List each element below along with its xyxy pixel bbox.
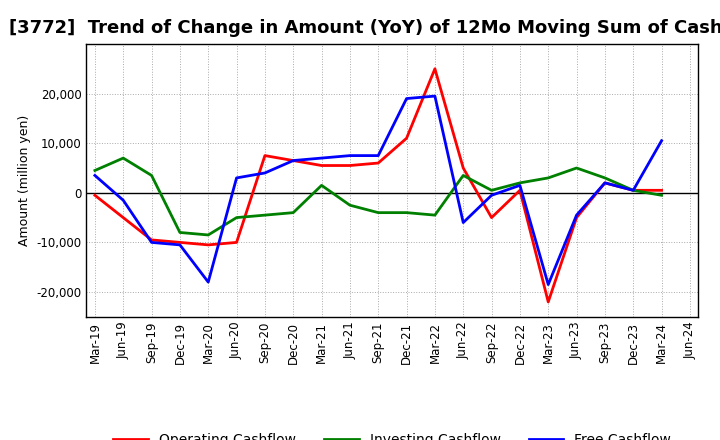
Free Cashflow xyxy=(374,153,382,158)
Operating Cashflow xyxy=(91,193,99,198)
Free Cashflow xyxy=(459,220,467,225)
Free Cashflow xyxy=(91,173,99,178)
Operating Cashflow xyxy=(261,153,269,158)
Operating Cashflow xyxy=(487,215,496,220)
Free Cashflow xyxy=(289,158,297,163)
Investing Cashflow xyxy=(289,210,297,215)
Operating Cashflow xyxy=(233,240,241,245)
Investing Cashflow xyxy=(91,168,99,173)
Operating Cashflow xyxy=(572,215,581,220)
Free Cashflow xyxy=(572,213,581,218)
Investing Cashflow xyxy=(374,210,382,215)
Investing Cashflow xyxy=(487,188,496,193)
Operating Cashflow xyxy=(657,188,666,193)
Free Cashflow xyxy=(346,153,354,158)
Operating Cashflow xyxy=(176,240,184,245)
Investing Cashflow xyxy=(402,210,411,215)
Investing Cashflow xyxy=(516,180,524,186)
Investing Cashflow xyxy=(459,173,467,178)
Operating Cashflow xyxy=(402,136,411,141)
Operating Cashflow xyxy=(544,299,552,304)
Operating Cashflow xyxy=(119,215,127,220)
Investing Cashflow xyxy=(119,155,127,161)
Free Cashflow xyxy=(516,183,524,188)
Investing Cashflow xyxy=(544,175,552,180)
Investing Cashflow xyxy=(657,193,666,198)
Operating Cashflow xyxy=(148,237,156,242)
Legend: Operating Cashflow, Investing Cashflow, Free Cashflow: Operating Cashflow, Investing Cashflow, … xyxy=(108,427,677,440)
Line: Operating Cashflow: Operating Cashflow xyxy=(95,69,662,302)
Investing Cashflow xyxy=(431,213,439,218)
Free Cashflow xyxy=(318,155,326,161)
Free Cashflow xyxy=(544,282,552,287)
Free Cashflow xyxy=(233,175,241,180)
Investing Cashflow xyxy=(204,232,212,238)
Free Cashflow xyxy=(119,198,127,203)
Free Cashflow xyxy=(657,138,666,143)
Investing Cashflow xyxy=(629,188,637,193)
Line: Investing Cashflow: Investing Cashflow xyxy=(95,158,662,235)
Investing Cashflow xyxy=(346,202,354,208)
Free Cashflow xyxy=(600,180,609,186)
Investing Cashflow xyxy=(572,165,581,171)
Operating Cashflow xyxy=(516,188,524,193)
Operating Cashflow xyxy=(374,161,382,166)
Investing Cashflow xyxy=(176,230,184,235)
Investing Cashflow xyxy=(318,183,326,188)
Free Cashflow xyxy=(402,96,411,101)
Free Cashflow xyxy=(148,240,156,245)
Free Cashflow xyxy=(431,93,439,99)
Free Cashflow xyxy=(261,170,269,176)
Title: [3772]  Trend of Change in Amount (YoY) of 12Mo Moving Sum of Cashflows: [3772] Trend of Change in Amount (YoY) o… xyxy=(9,19,720,37)
Operating Cashflow xyxy=(600,180,609,186)
Operating Cashflow xyxy=(629,188,637,193)
Investing Cashflow xyxy=(233,215,241,220)
Free Cashflow xyxy=(487,193,496,198)
Operating Cashflow xyxy=(459,165,467,171)
Operating Cashflow xyxy=(431,66,439,71)
Free Cashflow xyxy=(629,188,637,193)
Investing Cashflow xyxy=(148,173,156,178)
Free Cashflow xyxy=(176,242,184,248)
Line: Free Cashflow: Free Cashflow xyxy=(95,96,662,285)
Free Cashflow xyxy=(204,279,212,285)
Investing Cashflow xyxy=(261,213,269,218)
Operating Cashflow xyxy=(318,163,326,168)
Operating Cashflow xyxy=(346,163,354,168)
Y-axis label: Amount (million yen): Amount (million yen) xyxy=(18,115,31,246)
Operating Cashflow xyxy=(289,158,297,163)
Investing Cashflow xyxy=(600,175,609,180)
Operating Cashflow xyxy=(204,242,212,248)
